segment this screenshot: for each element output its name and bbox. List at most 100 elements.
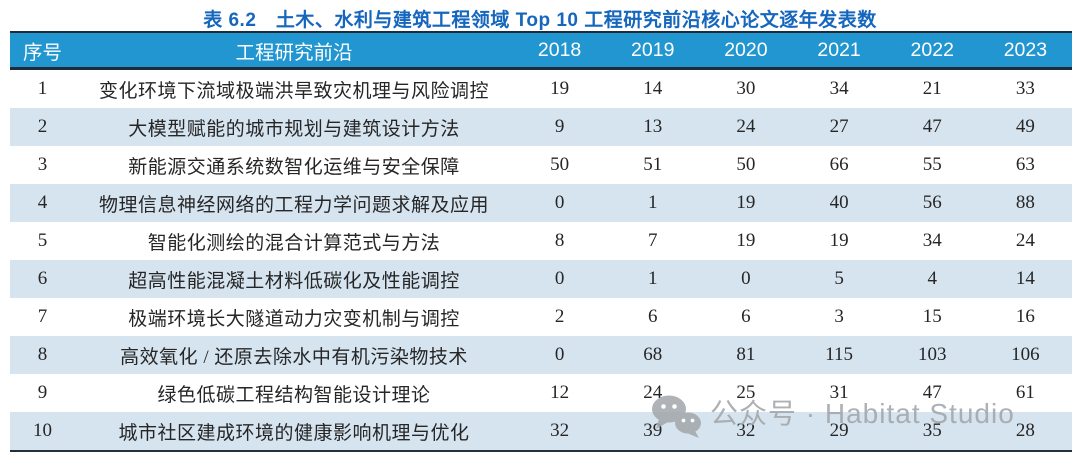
header-year-2023: 2023 xyxy=(1003,38,1048,61)
year-value-cell: 40 xyxy=(829,192,849,213)
front-name-cell: 超高性能混凝土材料低碳化及性能调控 xyxy=(128,270,460,292)
rank-cell: 5 xyxy=(37,230,48,251)
year-value-cell: 61 xyxy=(1015,382,1035,403)
rank-cell: 2 xyxy=(37,116,48,137)
year-value-cell: 47 xyxy=(922,382,942,403)
year-value-cell: 13 xyxy=(643,116,663,137)
year-value-cell: 24 xyxy=(1015,230,1035,251)
year-value-cell: 19 xyxy=(736,192,756,213)
year-value-cell: 8 xyxy=(554,230,565,251)
rank-cell: 4 xyxy=(37,192,48,213)
year-value-cell: 6 xyxy=(741,306,751,327)
table-row: 8 高效氧化 / 还原去除水中有机污染物技术 0 68 81 115 103 106 xyxy=(10,336,1072,374)
year-value-cell: 50 xyxy=(736,154,756,175)
year-value-cell: 55 xyxy=(922,154,942,175)
year-value-cell: 25 xyxy=(736,382,756,403)
rank-cell: 1 xyxy=(37,78,48,99)
year-value-cell: 0 xyxy=(554,192,565,213)
header-year-2020: 2020 xyxy=(724,38,768,61)
year-value-cell: 21 xyxy=(922,78,942,99)
year-value-cell: 7 xyxy=(647,230,658,251)
year-value-cell: 39 xyxy=(643,420,663,441)
front-name-cell: 新能源交通系统数智化运维与安全保障 xyxy=(128,156,460,178)
header-year-2021: 2021 xyxy=(817,38,861,61)
table-row: 4 物理信息神经网络的工程力学问题求解及应用 0 1 19 40 56 88 xyxy=(10,184,1072,222)
year-value-cell: 1 xyxy=(647,268,658,289)
year-value-cell: 4 xyxy=(927,268,937,289)
year-value-cell: 32 xyxy=(736,420,756,441)
table-header-row: 序号 工程研究前沿 2018 2019 2020 2021 2022 2023 xyxy=(10,33,1072,70)
year-value-cell: 103 xyxy=(917,344,947,365)
header-front: 工程研究前沿 xyxy=(235,41,353,64)
header-year-2022: 2022 xyxy=(910,38,954,61)
year-value-cell: 56 xyxy=(922,192,942,213)
year-value-cell: 35 xyxy=(922,420,942,441)
year-value-cell: 88 xyxy=(1015,192,1035,213)
year-value-cell: 27 xyxy=(829,116,849,137)
year-value-cell: 29 xyxy=(829,420,849,441)
table-row: 6 超高性能混凝土材料低碳化及性能调控 0 1 0 5 4 14 xyxy=(10,260,1072,298)
rank-cell: 6 xyxy=(37,268,48,289)
table-row: 5 智能化测绘的混合计算范式与方法 8 7 19 19 34 24 xyxy=(10,222,1072,260)
header-rank: 序号 xyxy=(22,41,62,64)
year-value-cell: 12 xyxy=(550,382,570,403)
front-name-cell: 高效氧化 / 还原去除水中有机污染物技术 xyxy=(120,346,468,368)
year-value-cell: 30 xyxy=(736,78,756,99)
table-row: 7 极端环境长大隧道动力灾变机制与调控 2 6 6 3 15 16 xyxy=(10,298,1072,336)
front-name-cell: 变化环境下流域极端洪旱致灾机理与风险调控 xyxy=(98,80,489,102)
table-row: 9 绿色低碳工程结构智能设计理论 12 24 25 31 47 61 xyxy=(10,374,1072,412)
year-value-cell: 19 xyxy=(736,230,756,251)
year-value-cell: 6 xyxy=(647,306,658,327)
year-value-cell: 19 xyxy=(550,78,570,99)
year-value-cell: 1 xyxy=(647,192,658,213)
year-value-cell: 15 xyxy=(922,306,942,327)
year-value-cell: 14 xyxy=(1015,268,1035,289)
year-value-cell: 34 xyxy=(829,78,849,99)
year-value-cell: 51 xyxy=(643,154,663,175)
front-name-cell: 物理信息神经网络的工程力学问题求解及应用 xyxy=(98,194,489,216)
front-name-cell: 极端环境长大隧道动力灾变机制与调控 xyxy=(128,308,460,330)
table-row: 1 变化环境下流域极端洪旱致灾机理与风险调控 19 14 30 34 21 33 xyxy=(10,70,1072,108)
table-body: 1 变化环境下流域极端洪旱致灾机理与风险调控 19 14 30 34 21 33 2 大模型赋能的… xyxy=(10,70,1072,450)
year-value-cell: 63 xyxy=(1015,154,1035,175)
front-name-cell: 智能化测绘的混合计算范式与方法 xyxy=(147,232,441,254)
front-name-cell: 城市社区建成环境的健康影响机理与优化 xyxy=(118,422,470,444)
year-value-cell: 0 xyxy=(741,268,751,289)
year-value-cell: 68 xyxy=(643,344,663,365)
research-fronts-table: 序号 工程研究前沿 2018 2019 2020 2021 2022 2 0 2 3 … xyxy=(10,31,1072,452)
year-value-cell: 81 xyxy=(736,344,756,365)
year-value-cell: 49 xyxy=(1015,116,1035,137)
year-value-cell: 47 xyxy=(922,116,942,137)
year-value-cell: 2 xyxy=(554,306,565,327)
year-value-cell: 106 xyxy=(1011,344,1040,365)
year-value-cell: 16 xyxy=(1015,306,1035,327)
table-row: 10 城市社区建成环境的健康影响机理与优化 32 39 32 29 35 28 xyxy=(10,412,1072,450)
year-value-cell: 115 xyxy=(825,344,853,365)
header-year-2019: 2019 xyxy=(631,38,675,61)
year-value-cell: 24 xyxy=(736,116,756,137)
front-name-cell: 绿色低碳工程结构智能设计理论 xyxy=(157,384,431,406)
year-value-cell: 19 xyxy=(829,230,849,251)
year-value-cell: 0 xyxy=(554,268,565,289)
header-year-2018: 2018 xyxy=(537,38,582,61)
year-value-cell: 3 xyxy=(834,306,844,327)
year-value-cell: 50 xyxy=(550,154,570,175)
year-value-cell: 32 xyxy=(550,420,570,441)
year-value-cell: 34 xyxy=(922,230,942,251)
year-value-cell: 5 xyxy=(834,268,844,289)
table-title: 表 6.2 土木、水利与建筑工程领域 Top 10 工程研究前沿核心论文逐年发表… xyxy=(203,10,877,31)
year-value-cell: 31 xyxy=(829,382,849,403)
rank-cell: 7 xyxy=(37,306,48,327)
year-value-cell: 28 xyxy=(1015,420,1035,441)
rank-cell: 9 xyxy=(37,382,48,403)
year-value-cell: 24 xyxy=(643,382,663,403)
year-value-cell: 0 xyxy=(554,344,565,365)
table-row: 3 新能源交通系统数智化运维与安全保障 50 51 50 66 55 63 xyxy=(10,146,1072,184)
rank-cell: 3 xyxy=(37,154,48,175)
year-value-cell: 33 xyxy=(1015,78,1035,99)
rank-cell: 10 xyxy=(33,420,52,441)
year-value-cell: 9 xyxy=(554,116,565,137)
year-value-cell: 66 xyxy=(829,154,849,175)
front-name-cell: 大模型赋能的城市规划与建筑设计方法 xyxy=(128,118,460,140)
rank-cell: 8 xyxy=(37,344,48,365)
